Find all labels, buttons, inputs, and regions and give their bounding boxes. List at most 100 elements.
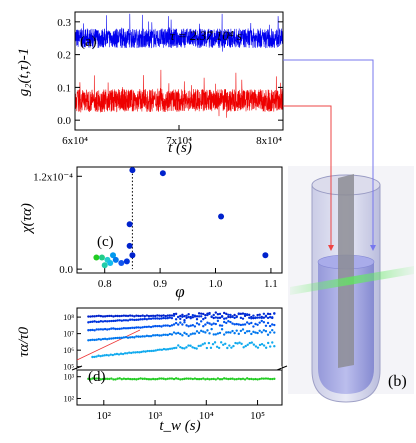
data-point bbox=[240, 342, 243, 346]
data-point bbox=[170, 333, 174, 336]
data-point bbox=[262, 316, 266, 319]
data-point bbox=[166, 377, 169, 381]
data-point bbox=[126, 327, 130, 330]
data-point bbox=[95, 320, 98, 324]
data-point bbox=[199, 315, 203, 318]
data-point bbox=[114, 327, 117, 331]
data-point bbox=[195, 377, 199, 381]
data-point bbox=[227, 377, 230, 381]
data-point bbox=[209, 346, 213, 350]
data-point bbox=[258, 377, 261, 381]
data-point bbox=[128, 318, 132, 321]
data-point bbox=[95, 355, 98, 358]
data-point bbox=[99, 354, 102, 358]
panel-a: 6x10⁴ 7x10⁴ 8x10⁴ 0.0 0.1 0.2 0.3 (a) τ = 2.37… bbox=[16, 11, 284, 156]
connector-blue-arrow bbox=[370, 245, 376, 251]
data-point bbox=[172, 331, 176, 334]
data-point bbox=[141, 377, 144, 381]
panel-c-frame bbox=[76, 166, 283, 274]
data-point bbox=[99, 338, 103, 341]
data-point bbox=[143, 325, 146, 329]
data-point bbox=[181, 377, 184, 381]
data-point bbox=[168, 314, 172, 317]
data-point bbox=[115, 352, 119, 356]
data-point bbox=[222, 320, 226, 324]
data-point bbox=[210, 315, 213, 319]
scatter-point bbox=[112, 256, 119, 263]
data-point bbox=[235, 315, 238, 319]
data-point bbox=[131, 314, 134, 318]
data-point bbox=[174, 321, 178, 325]
panel-d-guide-line bbox=[76, 329, 141, 361]
scatter-point bbox=[110, 252, 117, 259]
data-point bbox=[133, 336, 136, 339]
data-point bbox=[145, 334, 149, 338]
data-point bbox=[149, 317, 153, 320]
data-point bbox=[266, 377, 270, 380]
scatter-point bbox=[129, 167, 136, 174]
panel-d-ticks: 10² 10³ 10⁴ 10⁵ 10⁵ 10⁶ 10⁷ 10⁸ 10² 10³ bbox=[63, 313, 265, 422]
data-point bbox=[156, 348, 160, 352]
data-point bbox=[250, 377, 253, 381]
data-point bbox=[193, 377, 197, 380]
panel-c-ticks: 0.8 0.9 1.0 1.1 0.0 1.2x10⁻⁴ bbox=[33, 171, 278, 290]
data-point bbox=[201, 343, 204, 346]
data-point bbox=[103, 337, 107, 341]
x-tick-label: 10⁵ bbox=[250, 410, 265, 422]
data-point bbox=[108, 319, 111, 323]
data-point bbox=[225, 331, 228, 334]
data-point bbox=[231, 322, 234, 325]
data-point bbox=[179, 314, 182, 318]
data-point bbox=[250, 321, 253, 325]
data-point bbox=[242, 346, 245, 349]
data-point bbox=[233, 313, 236, 317]
data-point bbox=[110, 377, 113, 380]
data-point bbox=[160, 314, 163, 318]
data-point bbox=[151, 317, 155, 320]
data-point bbox=[271, 377, 274, 381]
y-tick-label: 1.2x10⁻⁴ bbox=[33, 171, 73, 183]
data-point bbox=[99, 314, 103, 318]
y-tick-label: 10⁵ bbox=[63, 363, 74, 372]
data-point bbox=[183, 347, 186, 350]
data-point bbox=[97, 338, 101, 341]
data-point bbox=[256, 331, 259, 335]
data-point bbox=[241, 328, 245, 331]
data-point bbox=[248, 313, 251, 317]
data-point bbox=[229, 331, 232, 334]
data-point bbox=[160, 325, 163, 328]
data-point bbox=[168, 332, 172, 336]
data-point bbox=[226, 346, 229, 350]
data-point bbox=[230, 346, 233, 349]
data-point bbox=[135, 335, 138, 338]
data-point bbox=[116, 377, 119, 380]
data-point bbox=[214, 378, 218, 381]
data-point bbox=[202, 324, 205, 328]
data-point bbox=[202, 377, 205, 380]
data-point bbox=[175, 346, 178, 350]
data-point bbox=[264, 329, 268, 333]
data-point bbox=[199, 320, 203, 323]
data-point bbox=[91, 328, 94, 332]
data-point bbox=[181, 334, 184, 337]
data-point bbox=[158, 314, 161, 317]
data-point bbox=[241, 312, 245, 315]
data-point bbox=[199, 344, 202, 347]
data-point bbox=[207, 341, 211, 345]
data-point bbox=[214, 333, 218, 336]
data-point bbox=[128, 314, 132, 317]
data-point bbox=[181, 323, 184, 326]
data-point bbox=[206, 321, 209, 324]
data-point bbox=[103, 377, 107, 381]
data-point bbox=[222, 377, 226, 380]
data-point bbox=[243, 323, 247, 326]
data-point bbox=[227, 315, 230, 319]
data-point bbox=[147, 314, 151, 318]
data-point bbox=[156, 314, 159, 317]
data-point bbox=[122, 319, 126, 322]
data-point bbox=[147, 378, 151, 381]
connector-red bbox=[283, 105, 332, 245]
data-point bbox=[266, 333, 270, 336]
data-point bbox=[199, 377, 203, 381]
